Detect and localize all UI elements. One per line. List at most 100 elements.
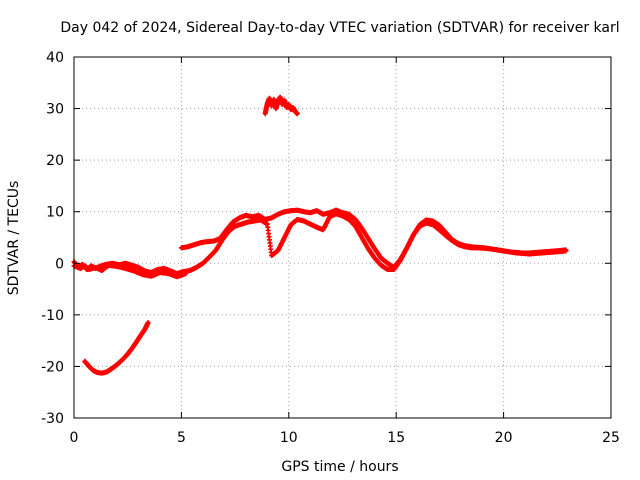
data-point bbox=[450, 238, 454, 241]
y-tick-label: -10 bbox=[41, 308, 64, 324]
data-point bbox=[293, 110, 297, 114]
data-point bbox=[137, 266, 140, 269]
data-point bbox=[502, 249, 505, 253]
data-point bbox=[283, 236, 286, 239]
x-tick-label: 0 bbox=[70, 430, 79, 446]
data-point bbox=[237, 216, 241, 220]
x-tick-label: 20 bbox=[495, 430, 513, 446]
data-point bbox=[287, 103, 291, 106]
data-point bbox=[308, 211, 312, 215]
data-point bbox=[149, 271, 153, 274]
series-track-e bbox=[262, 94, 300, 117]
data-point bbox=[405, 246, 409, 250]
data-point bbox=[96, 371, 100, 375]
data-point bbox=[373, 256, 377, 260]
data-point bbox=[167, 272, 170, 275]
data-point bbox=[489, 247, 493, 251]
data-point bbox=[527, 251, 531, 255]
data-point bbox=[184, 272, 188, 275]
data-point bbox=[379, 256, 383, 260]
data-point bbox=[175, 275, 179, 279]
data-point bbox=[347, 218, 351, 221]
y-tick-label: 40 bbox=[46, 50, 64, 66]
data-point bbox=[392, 266, 396, 269]
data-point bbox=[411, 233, 415, 237]
data-point bbox=[212, 239, 216, 243]
data-point bbox=[495, 248, 499, 252]
data-point bbox=[334, 208, 338, 212]
data-point bbox=[115, 264, 119, 268]
data-point bbox=[122, 357, 125, 361]
data-point bbox=[162, 267, 166, 270]
series-track-d bbox=[82, 320, 151, 376]
data-point bbox=[347, 212, 351, 216]
data-point bbox=[124, 261, 127, 265]
data-point bbox=[289, 209, 293, 213]
data-point bbox=[379, 263, 383, 267]
data-point bbox=[246, 220, 250, 224]
data-point bbox=[463, 244, 467, 248]
data-point bbox=[158, 271, 162, 274]
data-point bbox=[186, 245, 190, 249]
data-point bbox=[263, 112, 267, 116]
data-point bbox=[207, 255, 211, 259]
data-point bbox=[188, 269, 192, 272]
x-tick-label: 15 bbox=[387, 430, 405, 446]
data-point bbox=[270, 254, 274, 257]
y-axis-label: SDTVAR / TECUs bbox=[6, 181, 22, 296]
data-point bbox=[289, 223, 293, 227]
y-tick-label: -20 bbox=[41, 359, 64, 375]
data-point bbox=[321, 228, 325, 232]
data-point bbox=[83, 359, 87, 363]
data-point bbox=[302, 219, 306, 223]
data-point bbox=[564, 248, 568, 252]
data-point bbox=[156, 268, 160, 271]
data-point bbox=[124, 267, 127, 270]
data-point bbox=[244, 213, 248, 217]
data-point bbox=[117, 361, 121, 365]
data-point bbox=[218, 237, 222, 240]
data-point bbox=[308, 222, 312, 226]
x-axis-label: GPS time / hours bbox=[281, 459, 398, 475]
data-point bbox=[521, 251, 525, 255]
data-point bbox=[444, 230, 448, 234]
y-tick-label: 10 bbox=[46, 205, 64, 221]
data-point bbox=[100, 371, 104, 375]
data-point bbox=[386, 261, 390, 265]
data-point bbox=[328, 215, 332, 219]
data-point bbox=[180, 246, 183, 250]
data-point bbox=[476, 245, 480, 249]
data-point bbox=[283, 98, 286, 102]
data-point bbox=[268, 96, 271, 100]
data-point bbox=[515, 251, 518, 254]
data-point bbox=[534, 251, 538, 254]
data-point bbox=[91, 369, 95, 372]
data-point bbox=[353, 224, 357, 228]
data-point bbox=[276, 99, 280, 103]
y-tick-label: -30 bbox=[41, 411, 64, 427]
data-point bbox=[366, 237, 370, 240]
data-point bbox=[302, 210, 306, 214]
data-point bbox=[560, 248, 563, 252]
series-markers bbox=[82, 320, 151, 376]
data-point bbox=[285, 106, 289, 109]
data-point bbox=[353, 218, 357, 221]
data-point bbox=[457, 242, 460, 246]
chart-title: Day 042 of 2024, Sidereal Day-to-day VTE… bbox=[60, 20, 619, 36]
data-point bbox=[225, 228, 228, 232]
data-point bbox=[315, 209, 319, 213]
data-point bbox=[199, 241, 203, 245]
data-point bbox=[295, 112, 299, 116]
data-point bbox=[130, 346, 134, 350]
data-point bbox=[321, 212, 325, 216]
data-point bbox=[437, 223, 441, 227]
data-point bbox=[328, 211, 332, 215]
data-point bbox=[283, 210, 286, 214]
data-point bbox=[289, 108, 293, 112]
data-point bbox=[201, 261, 205, 265]
data-point bbox=[295, 218, 299, 221]
data-point bbox=[366, 247, 370, 251]
series-track-a bbox=[71, 211, 569, 277]
data-point bbox=[139, 334, 142, 337]
data-point bbox=[79, 267, 82, 270]
